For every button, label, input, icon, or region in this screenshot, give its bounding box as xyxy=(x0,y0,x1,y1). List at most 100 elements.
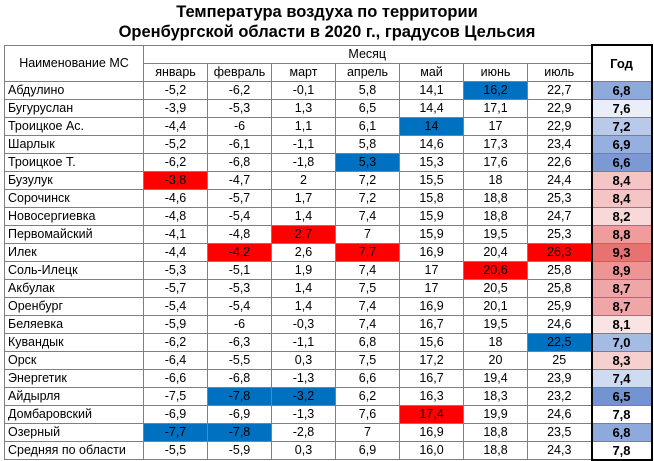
year-value-cell: 6,5 xyxy=(590,386,653,406)
month-value-cell: 23,4 xyxy=(527,134,592,154)
month-value-cell: -5,1 xyxy=(207,260,272,280)
month-value-cell: 7,2 xyxy=(335,188,400,208)
month-value-cell: -6,8 xyxy=(207,368,272,388)
month-value-cell: 6,1 xyxy=(335,116,400,136)
month-value-cell: 6,5 xyxy=(335,98,400,118)
table-row: Орск -6,4 -5,5 0,3 7,5 17,2 20 25 8,3 xyxy=(4,350,653,370)
month-value-cell: 15,3 xyxy=(399,152,464,172)
month-value-cell: 1,7 xyxy=(271,188,336,208)
month-value-cell: -5,2 xyxy=(143,134,208,154)
station-name: Домбаровский xyxy=(4,404,144,424)
month-value-cell: 2 xyxy=(271,170,336,190)
table-row: Бузулук -3,8 -4,7 2 7,2 15,5 18 24,4 8,4 xyxy=(4,170,653,190)
year-value-cell: 8,2 xyxy=(590,206,653,226)
month-value-cell: 5,8 xyxy=(335,134,400,154)
month-value-cell: 25,8 xyxy=(527,278,592,298)
year-value-cell: 8,7 xyxy=(590,296,653,316)
month-value-cell: 7,4 xyxy=(335,314,400,334)
month-value-cell: 15,9 xyxy=(399,224,464,244)
month-header-feb: февраль xyxy=(207,62,272,82)
month-value-cell: -5,4 xyxy=(143,296,208,316)
year-value-cell: 8,3 xyxy=(590,350,653,370)
month-value-cell: -4,8 xyxy=(143,206,208,226)
month-value-cell: 25,9 xyxy=(527,296,592,316)
month-header-apr: апрель xyxy=(335,62,400,82)
station-name: Кувандык xyxy=(4,332,144,352)
station-name: Энергетик xyxy=(4,368,144,388)
month-value-cell: 24,6 xyxy=(527,314,592,334)
station-name: Первомайский xyxy=(4,224,144,244)
month-value-cell: 18,8 xyxy=(463,206,528,226)
station-name: Троицкое Ас. xyxy=(4,116,144,136)
table-row: Энергетик -6,6 -6,8 -1,3 6,6 16,7 19,4 23,9 7,4 xyxy=(4,368,653,388)
table-row: Илек -4,4 -4,2 2,6 7,7 16,9 20,4 26,3 9,3 xyxy=(4,242,653,262)
month-value-cell: 16,7 xyxy=(399,314,464,334)
month-value-cell: -5,3 xyxy=(207,98,272,118)
month-value-cell: -6,9 xyxy=(207,404,272,424)
month-value-cell: -1,8 xyxy=(271,152,336,172)
month-value-cell: -5,3 xyxy=(207,278,272,298)
month-value-cell: 1,4 xyxy=(271,296,336,316)
month-value-cell: 22,7 xyxy=(527,80,592,100)
month-value-cell: 18 xyxy=(463,170,528,190)
month-value-cell: -3,9 xyxy=(143,98,208,118)
year-value-cell: 8,8 xyxy=(590,224,653,244)
month-value-cell: 19,5 xyxy=(463,314,528,334)
month-value-cell: 7,6 xyxy=(335,404,400,424)
station-name: Озерный xyxy=(4,422,144,442)
month-value-cell: 7,4 xyxy=(335,296,400,316)
month-value-cell: 24,7 xyxy=(527,206,592,226)
table-row: Беляевка -5,9 -6 -0,3 7,4 16,7 19,5 24,6 8,1 xyxy=(4,314,653,334)
month-value-cell: 24,4 xyxy=(527,170,592,190)
year-value-cell: 8,9 xyxy=(590,260,653,280)
table-row: Домбаровский -6,9 -6,9 -1,3 7,6 17,4 19,9 24,6 7… xyxy=(4,404,653,424)
month-value-cell: 14,1 xyxy=(399,80,464,100)
station-name: Средняя по области xyxy=(4,440,144,460)
month-value-cell: -7,8 xyxy=(207,422,272,442)
month-value-cell: 18,8 xyxy=(463,188,528,208)
table-body: Абдулино -5,2 -6,2 -0,1 5,8 14,1 16,2 22,7 6,8 Бу… xyxy=(4,80,653,461)
month-value-cell: 16,7 xyxy=(399,368,464,388)
month-value-cell: 7,7 xyxy=(335,242,400,262)
month-value-cell: -2,8 xyxy=(271,422,336,442)
month-value-cell: 17 xyxy=(399,260,464,280)
month-header-may: май xyxy=(399,62,464,82)
month-value-cell: -0,3 xyxy=(271,314,336,334)
month-value-cell: 7,4 xyxy=(335,206,400,226)
year-value-cell: 6,8 xyxy=(590,80,653,100)
year-header: Год xyxy=(590,44,653,82)
station-name: Илек xyxy=(4,242,144,262)
month-value-cell: 20,6 xyxy=(463,260,528,280)
month-value-cell: 20,5 xyxy=(463,278,528,298)
month-value-cell: 19,9 xyxy=(463,404,528,424)
table-title: Температура воздуха по территории Оренбу… xyxy=(0,0,654,42)
year-value-cell: 6,8 xyxy=(590,422,653,442)
table-row: Сорочинск -4,6 -5,7 1,7 7,2 15,8 18,8 25,3 8,4 xyxy=(4,188,653,208)
month-value-cell: 17,4 xyxy=(399,404,464,424)
month-value-cell: 6,2 xyxy=(335,386,400,406)
year-value-cell: 7,2 xyxy=(590,116,653,136)
month-value-cell: -7,8 xyxy=(207,386,272,406)
month-value-cell: -4,6 xyxy=(143,188,208,208)
station-name: Троицкое Т. xyxy=(4,152,144,172)
month-value-cell: -5,5 xyxy=(143,440,208,460)
station-name: Орск xyxy=(4,350,144,370)
month-value-cell: 7 xyxy=(335,422,400,442)
month-value-cell: 15,5 xyxy=(399,170,464,190)
month-value-cell: -6,3 xyxy=(207,332,272,352)
month-value-cell: 6,9 xyxy=(335,440,400,460)
month-value-cell: 16,9 xyxy=(399,242,464,262)
station-name: Бузулук xyxy=(4,170,144,190)
month-value-cell: -1,3 xyxy=(271,404,336,424)
month-value-cell: 7,2 xyxy=(335,170,400,190)
month-value-cell: -4,8 xyxy=(207,224,272,244)
year-value-cell: 8,4 xyxy=(590,170,653,190)
month-value-cell: -5,9 xyxy=(207,440,272,460)
month-value-cell: 18,8 xyxy=(463,422,528,442)
month-value-cell: -3,2 xyxy=(271,386,336,406)
month-value-cell: 16,0 xyxy=(399,440,464,460)
month-value-cell: 17 xyxy=(463,116,528,136)
table-row: Соль-Илецк -5,3 -5,1 1,9 7,4 17 20,6 25,8 8,9 xyxy=(4,260,653,280)
month-value-cell: 2,7 xyxy=(271,224,336,244)
table-row: Бугуруслан -3,9 -5,3 1,3 6,5 14,4 17,1 22,9 7,6 xyxy=(4,98,653,118)
